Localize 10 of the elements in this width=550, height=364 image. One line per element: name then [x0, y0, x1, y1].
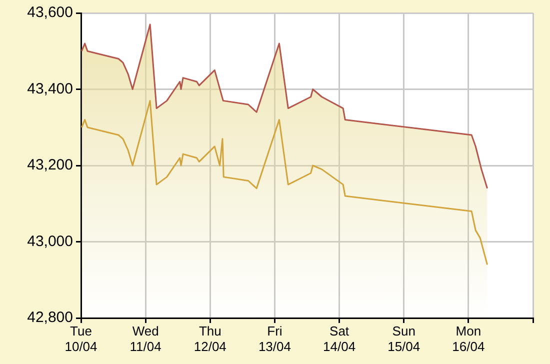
y-tick-label: 43,000 [27, 232, 73, 250]
x-tick-label: Wed 11/04 [130, 323, 162, 354]
y-tick-label: 43,400 [27, 80, 73, 98]
x-tick-label: Sun 15/04 [388, 323, 420, 354]
x-tick-label: Fri 13/04 [258, 323, 291, 354]
x-tick-label: Sat 14/04 [323, 323, 356, 354]
x-tick-label: Thu 12/04 [194, 323, 226, 354]
y-tick-label: 43,200 [27, 156, 73, 174]
x-tick-label: Mon 16/04 [452, 323, 485, 354]
y-tick-label: 43,600 [27, 4, 73, 22]
